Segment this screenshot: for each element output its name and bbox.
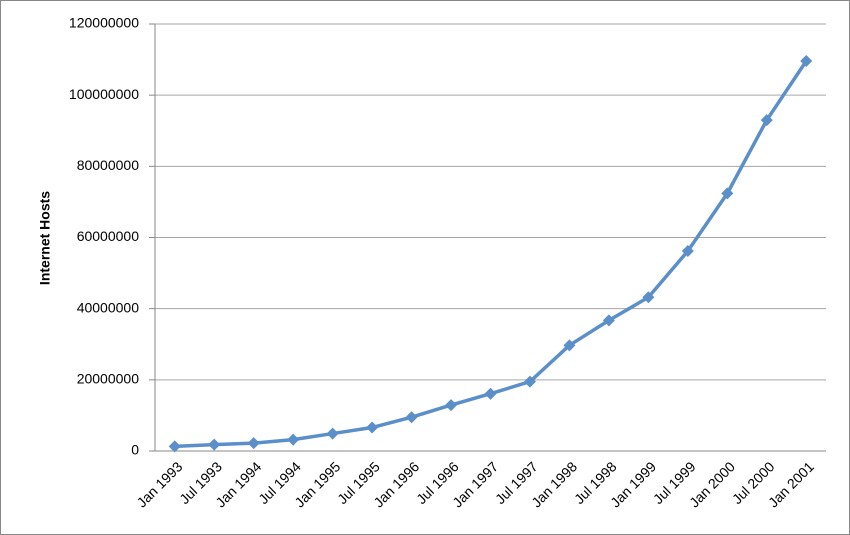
data-point xyxy=(366,421,379,434)
data-point xyxy=(602,314,615,327)
y-tick-label: 40000000 xyxy=(77,299,140,315)
y-tick-label: 0 xyxy=(131,442,139,458)
data-point xyxy=(484,387,497,400)
data-point xyxy=(287,433,300,446)
data-point xyxy=(642,291,655,304)
data-point xyxy=(563,339,576,352)
data-point xyxy=(760,114,773,127)
y-axis-label: Internet Hosts xyxy=(37,191,53,285)
data-point xyxy=(721,187,734,200)
data-point xyxy=(326,427,339,440)
data-point xyxy=(247,437,260,450)
data-point xyxy=(445,399,458,412)
y-tick-label: 60000000 xyxy=(77,228,140,244)
data-point xyxy=(523,375,536,388)
y-tick-label: 100000000 xyxy=(69,86,139,102)
data-point xyxy=(405,411,418,424)
data-point xyxy=(681,245,694,258)
y-tick-label: 20000000 xyxy=(77,371,140,387)
data-point xyxy=(168,440,181,453)
y-tick-label: 80000000 xyxy=(77,157,140,173)
y-tick-label: 120000000 xyxy=(69,15,139,31)
data-point xyxy=(208,438,221,451)
data-point xyxy=(800,55,813,68)
